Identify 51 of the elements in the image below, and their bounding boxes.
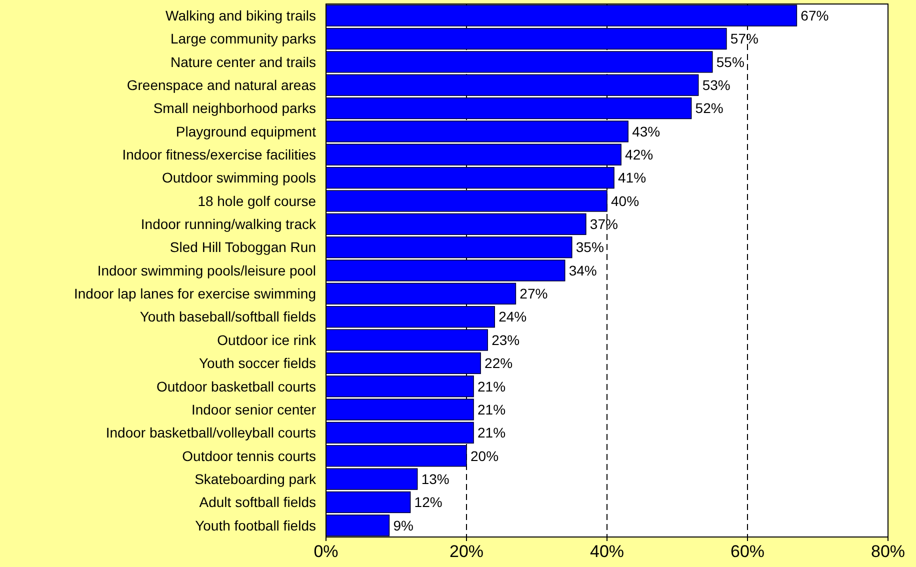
y-tick-label: Youth football fields [195,517,316,534]
data-label: 34% [568,262,597,278]
data-label: 43% [632,123,660,140]
y-tick-label: Nature center and trails [170,54,316,70]
data-label: 21% [478,401,506,418]
y-tick-label: Indoor fitness/exercise facilities [122,146,316,163]
data-label: 41% [618,170,646,186]
data-label: 21% [478,378,506,394]
x-tick-label: 60% [730,542,765,561]
data-label: 9% [393,517,414,534]
y-tick-label: Small neighborhood parks [153,100,316,116]
y-tick-label: Outdoor swimming pools [162,170,316,186]
data-label: 13% [421,470,450,487]
data-label: 52% [695,100,724,116]
data-label: 23% [492,332,520,348]
y-tick-label: Indoor running/walking track [140,216,317,232]
data-label: 67% [800,7,829,24]
y-tick-label: Outdoor basketball courts [156,378,316,394]
data-label: 55% [716,54,744,70]
y-tick-label: Adult softball fields [199,494,316,510]
data-label: 21% [478,424,506,441]
y-tick-label: Sled Hill Toboggan Run [170,239,316,256]
y-tick-label: Walking and biking trails [166,7,316,24]
x-tick-label: 0% [314,542,338,561]
data-label: 22% [484,355,513,372]
x-tick-label: 40% [590,542,624,561]
y-tick-label: Indoor basketball/volleyball courts [106,424,316,441]
y-tick-label: Outdoor tennis courts [182,448,316,464]
data-label: 27% [520,286,548,302]
y-tick-label: Playground equipment [176,123,316,140]
y-tick-label: Indoor swimming pools/leisure pool [97,262,316,278]
data-label: 53% [702,77,730,94]
y-tick-label: Indoor lap lanes for exercise swimming [74,286,316,302]
y-tick-label: Youth baseball/softball fields [140,308,316,325]
data-label: 40% [611,192,640,209]
data-label: 24% [498,308,527,325]
data-label: 42% [625,146,654,163]
data-label: 37% [590,216,618,232]
data-label: 35% [576,239,604,256]
data-label: 12% [414,494,442,510]
y-tick-label: Greenspace and natural areas [126,77,316,94]
y-tick-label: Outdoor ice rink [217,332,317,348]
y-tick-label: 18 hole golf course [198,192,316,209]
y-tick-label: Youth soccer fields [199,355,316,372]
x-tick-label: 20% [449,542,484,561]
data-label: 57% [730,30,758,47]
y-tick-label: Skateboarding park [194,470,317,487]
data-label: 20% [470,448,499,464]
y-tick-label: Large community parks [170,30,316,47]
y-tick-label: Indoor senior center [191,401,316,418]
x-tick-label: 80% [870,542,906,561]
